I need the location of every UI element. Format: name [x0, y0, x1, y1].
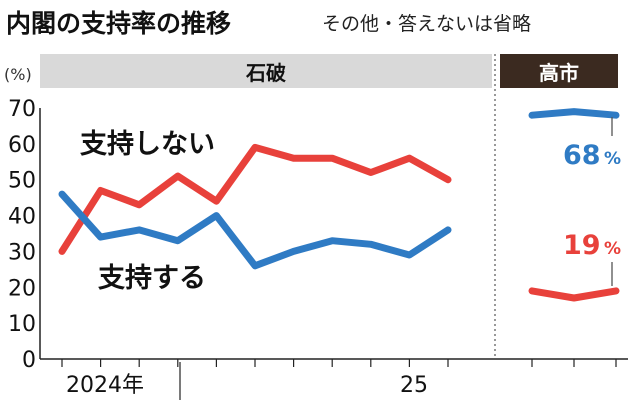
y-tick-label: 60: [8, 133, 36, 158]
x-tick-label-25: 25: [400, 373, 428, 398]
x-tick-label-2024: 2024年: [66, 373, 144, 398]
series-line-approve-takaichi: [528, 108, 620, 119]
disapprove-end-value: 19: [563, 230, 601, 261]
series-lines: [58, 108, 620, 302]
y-axis-unit: (%): [4, 65, 32, 84]
y-tick-label: 50: [8, 169, 36, 194]
label-approve: 支持する: [98, 263, 206, 294]
y-tick-label: 70: [8, 97, 36, 122]
y-tick-label: 20: [8, 276, 36, 301]
y-tick-label: 10: [8, 312, 36, 337]
disapprove-end-unit: %: [604, 239, 621, 259]
y-tick-labels: 0 10 20 30 40 50 60 70: [8, 97, 36, 373]
approve-end-unit: %: [604, 149, 621, 169]
x-tick-marks: [61, 359, 617, 367]
series-line-disapprove-ishiba: [58, 143, 452, 255]
series-line-disapprove-takaichi: [528, 287, 620, 302]
y-tick-label: 30: [8, 240, 36, 265]
y-tick-label: 40: [8, 205, 36, 230]
series-line-approve-ishiba: [58, 190, 452, 270]
approve-end-value: 68: [563, 140, 601, 171]
takaichi-band: [500, 54, 618, 88]
y-tick-label: 0: [22, 348, 36, 373]
label-disapprove: 支持しない: [80, 129, 215, 160]
period-label-ishiba: 石破: [245, 61, 286, 85]
ishiba-band: [40, 54, 492, 88]
chart-subtitle: その他・答えないは省略: [322, 13, 532, 35]
period-label-takaichi: 高市: [539, 61, 579, 85]
chart-title: 内閣の支持率の推移: [6, 9, 232, 38]
